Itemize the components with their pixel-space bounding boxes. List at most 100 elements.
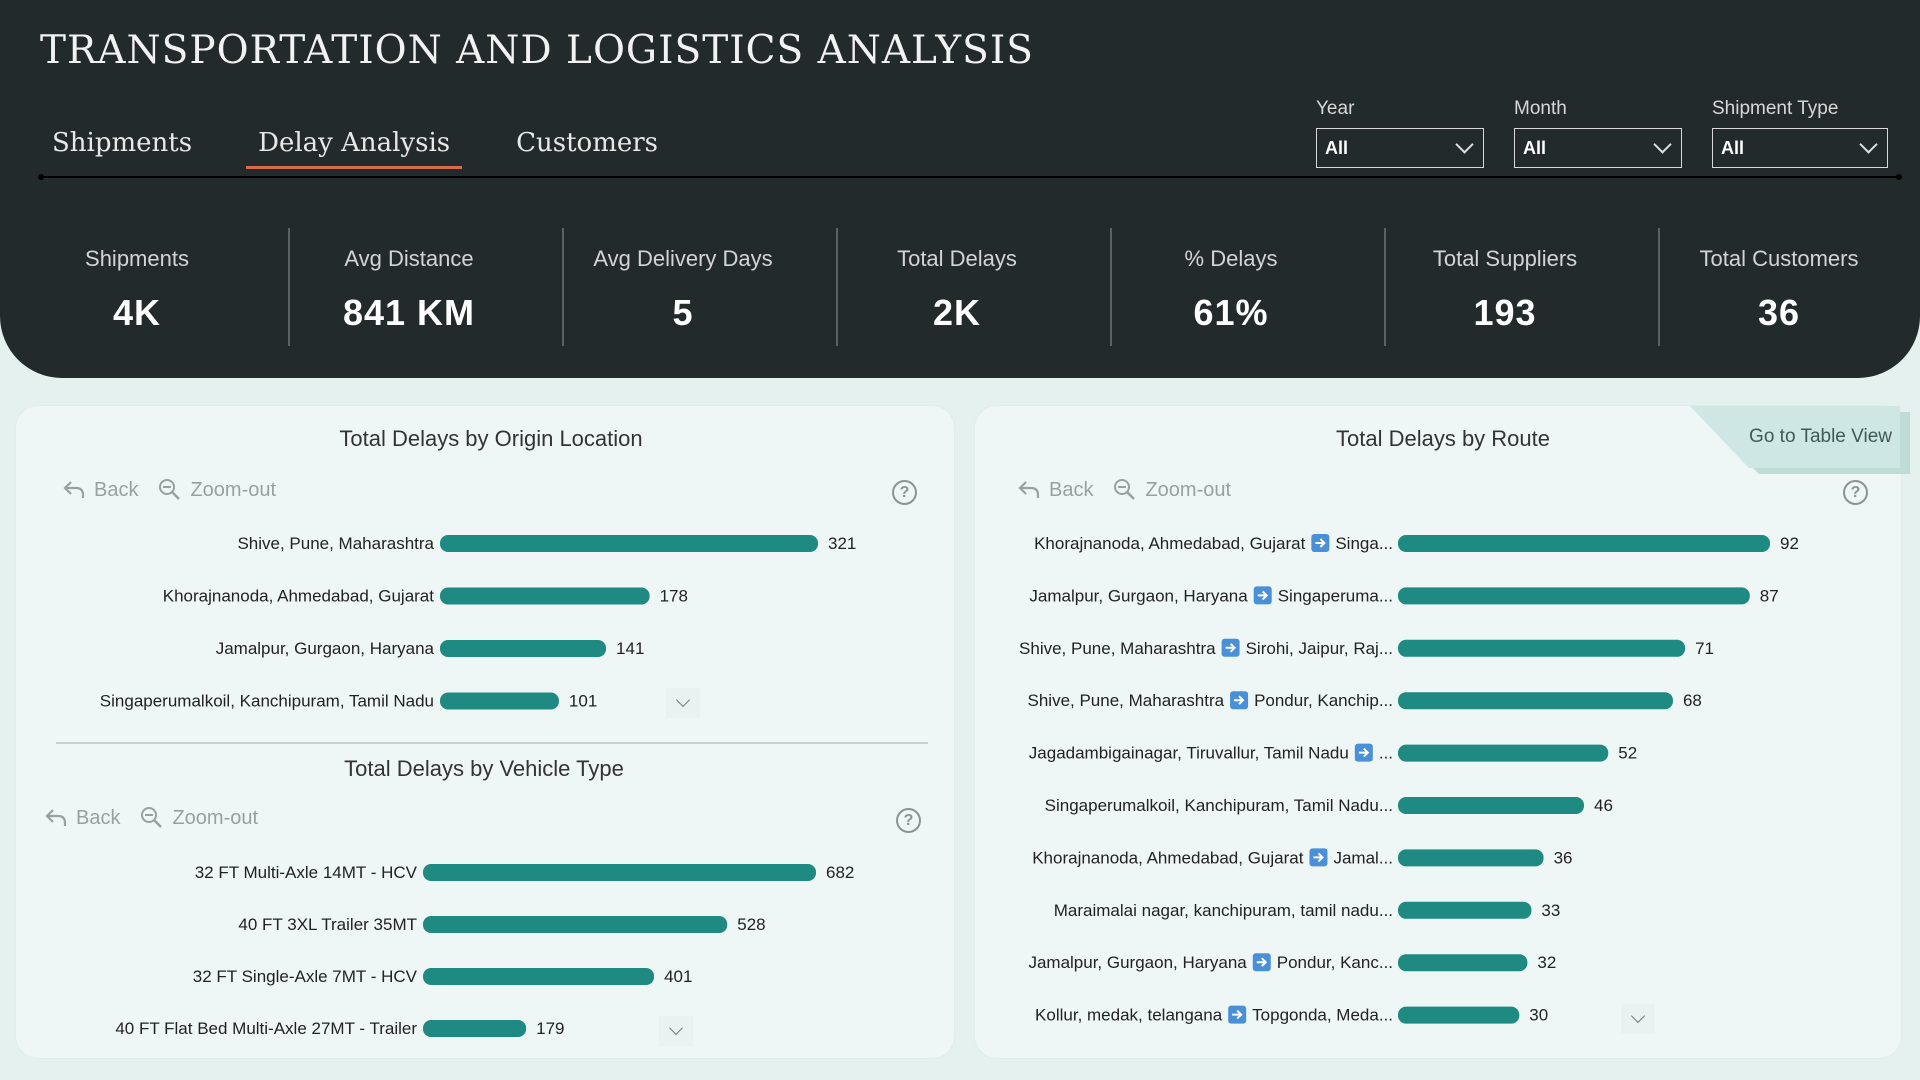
bar-row[interactable]: Pondur, Kanchip... Shive, Pune, Maharasht… xyxy=(1028,691,1702,710)
month-select[interactable]: All xyxy=(1514,128,1682,168)
bar-row[interactable]: Topgonda, Meda... Kollur, medak, telangan… xyxy=(1035,1005,1548,1025)
bar[interactable] xyxy=(1398,587,1750,605)
vehicle-chart-toolbar: Back Zoom-out xyxy=(44,806,278,830)
bar[interactable] xyxy=(1398,639,1686,657)
tab-delay-analysis[interactable]: Delay Analysis xyxy=(246,128,463,169)
bar[interactable] xyxy=(1398,849,1544,867)
bar[interactable] xyxy=(1398,797,1584,814)
bar-category-label: Shive, Pune, Maharashtra xyxy=(237,534,434,553)
chevron-down-icon[interactable] xyxy=(666,688,700,718)
back-label: Back xyxy=(76,806,121,829)
bar[interactable] xyxy=(1398,954,1528,972)
help-icon[interactable]: ? xyxy=(896,808,921,833)
bar[interactable] xyxy=(1398,535,1770,552)
route-origin-label: Kollur, medak, telangana xyxy=(1035,1006,1223,1025)
bar[interactable] xyxy=(1398,901,1532,919)
back-arrow-icon xyxy=(1018,481,1040,498)
bar-category-label: Singaperumalkoil, Kanchipuram, Tamil Nad… xyxy=(100,692,434,711)
chevron-down-icon[interactable] xyxy=(1621,1004,1655,1034)
back-button[interactable]: Back xyxy=(44,807,120,830)
help-icon[interactable]: ? xyxy=(892,480,917,505)
bar-row[interactable]: Singaperumalkoil, Kanchipuram, Tamil Nad… xyxy=(100,692,598,711)
route-origin-label: Khorajnanoda, Ahmedabad, Gujarat xyxy=(1032,848,1304,867)
route-chart-card: Total Delays by Route Back Zoom-out ? Si… xyxy=(975,406,1901,1058)
back-label: Back xyxy=(94,478,139,501)
kpi-value: 193 xyxy=(1473,292,1537,333)
zoom-out-button[interactable]: Zoom-out xyxy=(1113,478,1231,502)
bar-row[interactable]: Singaperumalkoil, Kanchipuram, Tamil Nad… xyxy=(1045,796,1613,815)
bar-row[interactable]: 32 FT Single-Axle 7MT - HCV 401 xyxy=(193,967,693,986)
shipment-type-select[interactable]: All xyxy=(1712,128,1888,168)
route-arrow-icon xyxy=(1228,1005,1247,1024)
route-destination-label: Singaperuma... xyxy=(1278,586,1393,605)
tab-customers[interactable]: Customers xyxy=(516,128,659,158)
origin-chart-title: Total Delays by Origin Location xyxy=(339,426,643,451)
bar[interactable] xyxy=(423,968,655,985)
bar-row[interactable]: Shive, Pune, Maharashtra 321 xyxy=(237,534,856,553)
route-destination-label: Topgonda, Meda... xyxy=(1252,1006,1393,1025)
chevron-down-icon[interactable] xyxy=(659,1016,693,1046)
year-filter-label: Year xyxy=(1316,98,1355,119)
year-select[interactable]: All xyxy=(1316,128,1484,168)
bar-value-label: 68 xyxy=(1683,691,1702,710)
back-button[interactable]: Back xyxy=(62,479,138,502)
vehicle-chart-title: Total Delays by Vehicle Type xyxy=(344,756,624,781)
route-destination-label: ... xyxy=(1379,744,1393,763)
bar-row[interactable]: 40 FT Flat Bed Multi-Axle 27MT - Trailer… xyxy=(115,1019,564,1038)
bar-row[interactable]: 40 FT 3XL Trailer 35MT 528 xyxy=(238,915,765,934)
bar-value-label: 92 xyxy=(1780,534,1799,553)
bar[interactable] xyxy=(440,692,559,710)
bar[interactable] xyxy=(1398,744,1609,762)
bar-row[interactable]: Maraimalai nagar, kanchipuram, tamil nad… xyxy=(1054,901,1561,920)
origin-bar-chart: Shive, Pune, Maharashtra 321 Khorajnanoda,… xyxy=(100,534,857,711)
zoom-out-button[interactable]: Zoom-out xyxy=(158,478,276,502)
kpi-row: Shipments 4K Avg Distance 841 KM Avg Del… xyxy=(0,228,1920,348)
bar-value-label: 401 xyxy=(664,967,692,986)
route-destination-label: Pondur, Kanchip... xyxy=(1254,691,1393,710)
bar-value-label: 52 xyxy=(1618,744,1637,763)
bar[interactable] xyxy=(440,535,818,552)
zoom-out-icon xyxy=(159,479,181,500)
bar[interactable] xyxy=(1398,1006,1520,1024)
bar-row[interactable]: Singa... Khorajnanoda, Ahmedabad, Gujarat… xyxy=(1034,534,1799,553)
bar-row[interactable]: Jamalpur, Gurgaon, Haryana 141 xyxy=(216,639,645,658)
bar-row[interactable]: Khorajnanoda, Ahmedabad, Gujarat 178 xyxy=(163,587,688,606)
route-origin-label: Maraimalai nagar, kanchipuram, tamil nad… xyxy=(1054,901,1393,920)
bar-value-label: 71 xyxy=(1695,639,1714,658)
route-arrow-icon xyxy=(1311,534,1330,552)
bar[interactable] xyxy=(440,640,607,657)
bar[interactable] xyxy=(1398,692,1673,710)
bar-row[interactable]: Pondur, Kanc... Jamalpur, Gurgaon, Haryan… xyxy=(1028,953,1556,972)
zoom-out-label: Zoom-out xyxy=(190,478,277,501)
zoom-out-icon xyxy=(141,807,163,828)
bar-category-label: 40 FT Flat Bed Multi-Axle 27MT - Trailer xyxy=(115,1019,417,1038)
bar-row[interactable]: 32 FT Multi-Axle 14MT - HCV 682 xyxy=(195,863,855,882)
kpi-label: Avg Delivery Days xyxy=(593,246,773,271)
bar-category-label: Jamalpur, Gurgaon, Haryana xyxy=(216,639,435,658)
help-icon[interactable]: ? xyxy=(1843,480,1868,505)
bar[interactable] xyxy=(440,587,650,605)
kpi-label: Total Suppliers xyxy=(1432,246,1578,271)
bar-row[interactable]: Jamal... Khorajnanoda, Ahmedabad, Gujarat… xyxy=(1032,848,1572,867)
bar-category-label: 40 FT 3XL Trailer 35MT xyxy=(238,915,417,934)
bar[interactable] xyxy=(423,864,816,881)
bar-row[interactable]: Singaperuma... Jamalpur, Gurgaon, Haryana… xyxy=(1029,586,1779,605)
bar[interactable] xyxy=(423,916,728,933)
route-arrow-icon xyxy=(1309,848,1328,867)
kpi-total-suppliers: Total Suppliers 193 xyxy=(1368,228,1642,348)
bar-row[interactable]: Sirohi, Jaipur, Raj... Shive, Pune, Mahar… xyxy=(1019,638,1714,658)
route-arrow-icon xyxy=(1221,638,1240,657)
bar[interactable] xyxy=(423,1020,527,1037)
origin-chart-toolbar: Back Zoom-out xyxy=(62,478,296,502)
bar-row[interactable]: ... Jagadambigainagar, Tiruvallur, Tamil … xyxy=(1029,743,1637,763)
back-arrow-icon xyxy=(45,809,67,826)
route-origin-label: Shive, Pune, Maharashtra xyxy=(1028,691,1225,710)
year-select-value: All xyxy=(1325,137,1349,158)
kpi-label: Shipments xyxy=(85,246,189,271)
route-destination-label: Pondur, Kanc... xyxy=(1277,953,1393,972)
month-select-value: All xyxy=(1523,137,1547,158)
zoom-out-button[interactable]: Zoom-out xyxy=(140,806,258,830)
tab-shipments[interactable]: Shipments xyxy=(52,128,193,158)
back-button[interactable]: Back xyxy=(1017,479,1093,502)
bar-value-label: 682 xyxy=(826,863,854,882)
